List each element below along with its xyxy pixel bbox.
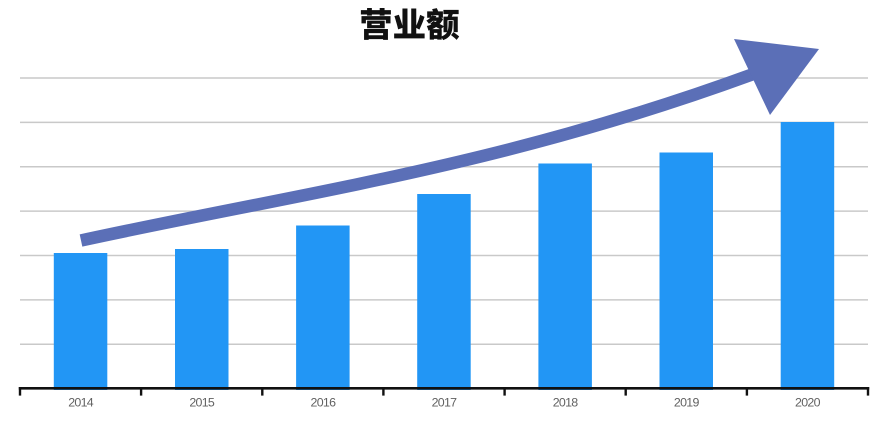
svg-text:2019: 2019 xyxy=(674,395,700,409)
svg-text:2014: 2014 xyxy=(68,395,94,409)
svg-text:2016: 2016 xyxy=(311,395,337,409)
svg-text:2017: 2017 xyxy=(432,395,458,409)
svg-text:2015: 2015 xyxy=(189,395,215,409)
svg-text:2020: 2020 xyxy=(795,395,821,409)
svg-text:2018: 2018 xyxy=(553,395,579,409)
